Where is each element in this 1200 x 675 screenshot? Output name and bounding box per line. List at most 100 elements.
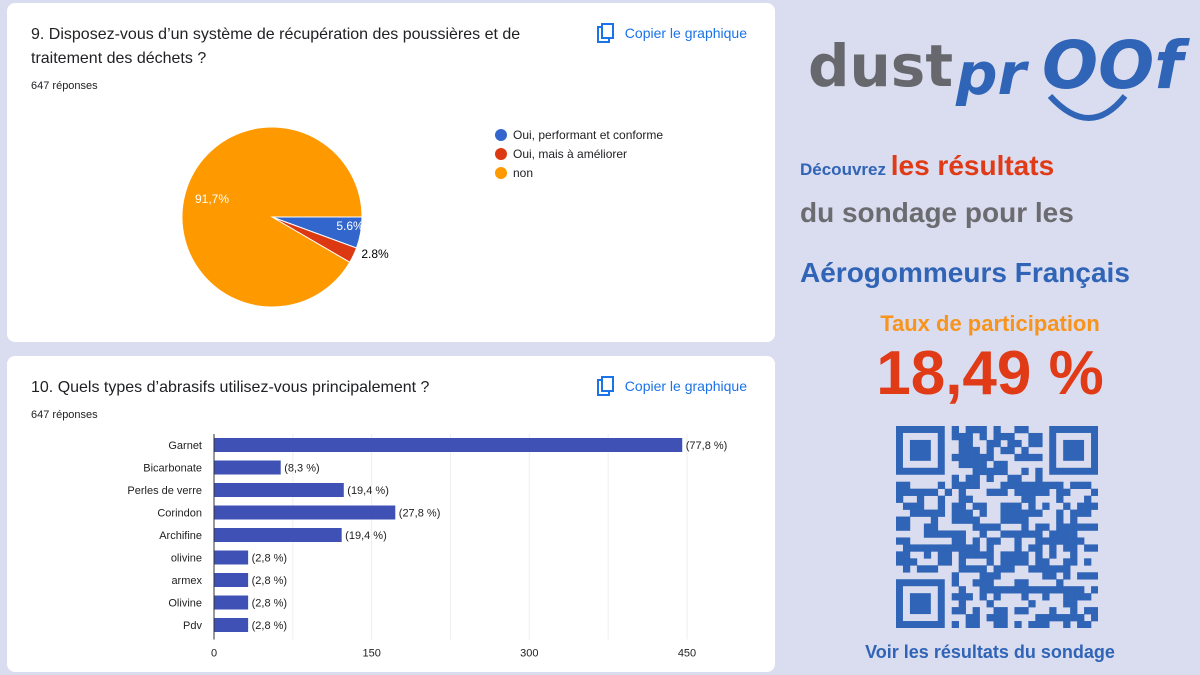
qr-module — [1000, 460, 1008, 469]
qr-module — [1070, 516, 1078, 524]
promo-panel: dust pr OOf Découvrez les résultats du s… — [780, 0, 1200, 675]
qr-code[interactable] — [896, 426, 1098, 628]
qr-module — [1049, 607, 1057, 615]
qr-module — [986, 558, 994, 566]
qr-module — [902, 488, 911, 496]
qr-module — [965, 621, 973, 628]
qr-module — [923, 530, 932, 538]
qr-module — [1091, 544, 1098, 552]
qr-module — [979, 593, 987, 601]
qr-module — [1091, 523, 1098, 531]
qr-module — [1084, 607, 1092, 615]
qr-module — [1000, 565, 1008, 573]
qr-module — [1035, 474, 1043, 483]
copy-chart-button[interactable]: Copier le graphique — [596, 376, 747, 396]
qr-module — [958, 544, 966, 552]
qr-module — [1028, 488, 1036, 496]
qr-module — [951, 474, 959, 483]
qr-module — [958, 453, 966, 462]
qr-module — [951, 516, 959, 524]
qr-module — [1021, 426, 1029, 434]
qr-module — [951, 509, 959, 517]
data-label: (77,8 %) — [686, 440, 728, 452]
qr-module — [1035, 586, 1043, 594]
qr-module — [902, 544, 911, 552]
qr-module — [1014, 481, 1022, 489]
qr-module — [965, 481, 973, 489]
qr-module — [1070, 551, 1078, 559]
qr-module — [1014, 516, 1022, 524]
qr-module — [979, 572, 987, 580]
legend-swatch — [495, 166, 507, 179]
qr-module — [1014, 607, 1022, 615]
qr-finder-center — [1063, 439, 1085, 461]
qr-module — [986, 544, 994, 552]
qr-module — [902, 502, 911, 510]
copy-chart-button[interactable]: Copier le graphique — [596, 23, 747, 43]
qr-module — [972, 481, 980, 489]
qr-module — [1042, 558, 1050, 566]
qr-module — [1070, 593, 1078, 601]
legend-swatch — [495, 147, 507, 160]
qr-module — [902, 565, 911, 573]
qr-module — [1049, 481, 1057, 489]
qr-module — [958, 488, 966, 496]
qr-finder-center — [909, 439, 931, 461]
qr-module — [944, 551, 953, 559]
qr-module — [1035, 537, 1043, 545]
qr-module — [958, 509, 966, 517]
qr-module — [930, 530, 939, 538]
qr-module — [979, 467, 987, 476]
copy-label: Copier le graphique — [624, 25, 747, 41]
qr-module — [1000, 467, 1008, 476]
qr-module — [1042, 572, 1050, 580]
qr-module — [1028, 481, 1036, 489]
qr-module — [965, 453, 973, 462]
qr-module — [944, 558, 953, 566]
qr-module — [1014, 586, 1022, 594]
qr-module — [965, 509, 973, 517]
qr-module — [993, 460, 1001, 469]
qr-module — [923, 488, 932, 496]
qr-module — [1042, 481, 1050, 489]
qr-module — [909, 488, 918, 496]
qr-module — [1014, 621, 1022, 628]
qr-module — [951, 579, 959, 587]
qr-module — [1028, 544, 1036, 552]
survey-results-link[interactable]: Voir les résultats du sondage — [865, 642, 1115, 662]
qr-module — [1014, 474, 1022, 483]
qr-module — [965, 495, 973, 503]
qr-module — [923, 565, 932, 573]
qr-module — [993, 614, 1001, 622]
qr-module — [1021, 558, 1029, 566]
qr-module — [1035, 558, 1043, 566]
qr-module — [986, 474, 994, 483]
qr-module — [937, 495, 946, 503]
qr-module — [1084, 523, 1092, 531]
x-tick-label: 150 — [362, 648, 380, 660]
qr-module — [1056, 523, 1064, 531]
qr-module — [1070, 544, 1078, 552]
qr-module — [1070, 586, 1078, 594]
qr-module — [993, 467, 1001, 476]
qr-module — [1070, 607, 1078, 615]
qr-module — [1084, 481, 1092, 489]
category-label: Perles de verre — [127, 485, 202, 497]
qr-module — [1084, 621, 1092, 628]
qr-module — [1042, 523, 1050, 531]
copy-icon — [596, 376, 614, 396]
legend-item: non — [495, 163, 663, 182]
qr-module — [1070, 523, 1078, 531]
qr-module — [923, 509, 932, 517]
qr-module — [1035, 439, 1043, 448]
legend-swatch — [495, 128, 507, 141]
qr-module — [1070, 481, 1078, 489]
qr-module — [1042, 565, 1050, 573]
qr-module — [958, 551, 966, 559]
qr-module — [972, 579, 980, 587]
response-count: 647 réponses — [31, 80, 98, 92]
qr-module — [993, 439, 1001, 448]
qr-module — [958, 516, 966, 524]
qr-module — [1070, 537, 1078, 545]
qr-module — [909, 544, 918, 552]
